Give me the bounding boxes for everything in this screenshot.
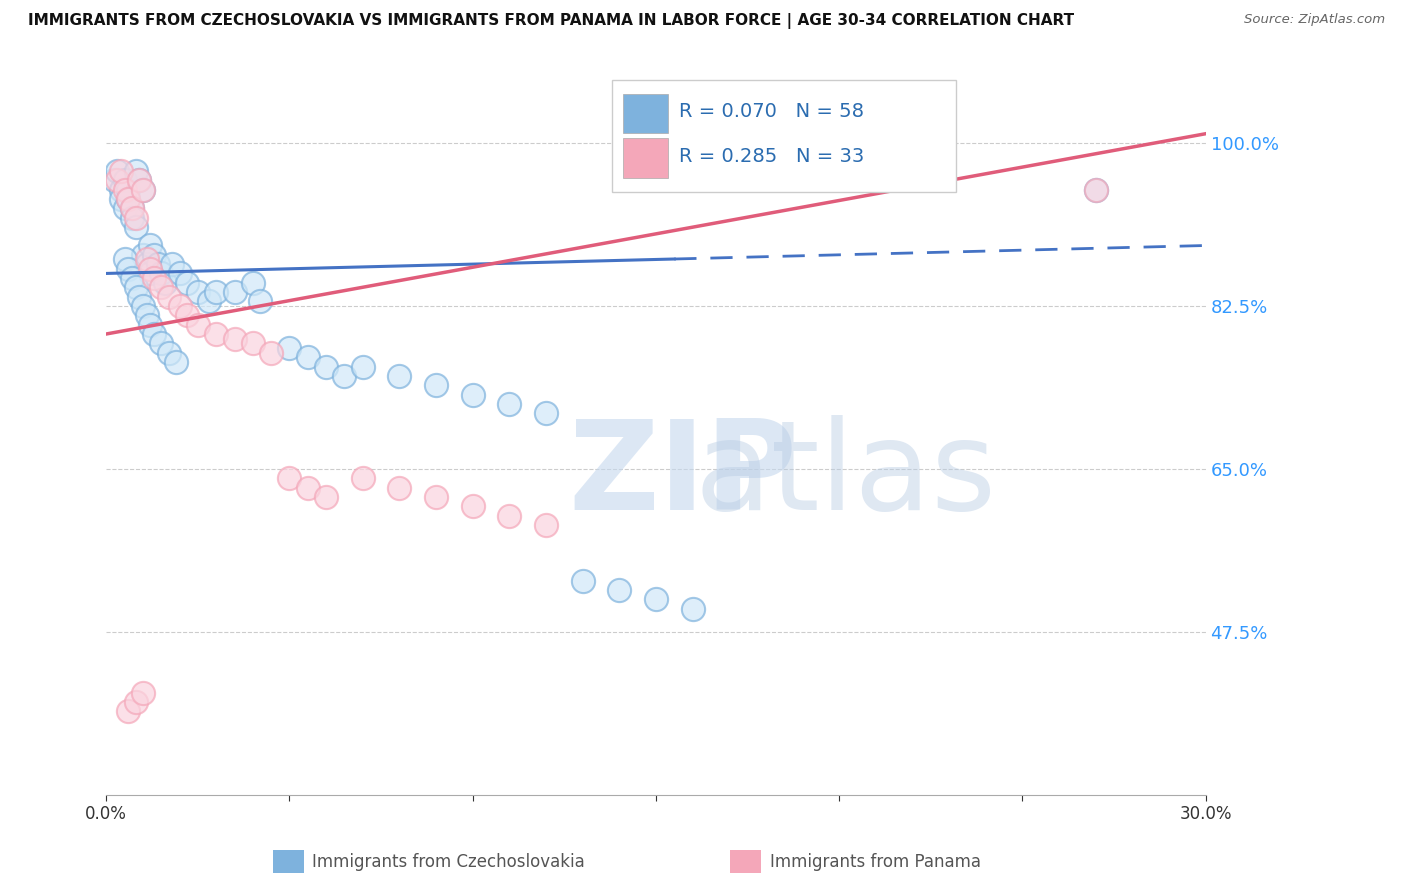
Point: [461, 500, 484, 514]
Point: [121, 201, 143, 215]
Point: [425, 378, 447, 392]
Text: Immigrants from Czechoslovakia: Immigrants from Czechoslovakia: [312, 853, 585, 871]
Point: [114, 201, 136, 215]
Text: Immigrants from Panama: Immigrants from Panama: [770, 853, 981, 871]
Point: [124, 695, 146, 709]
Point: [139, 238, 162, 252]
Text: ZIP: ZIP: [568, 415, 797, 536]
Point: [297, 351, 319, 365]
Point: [1084, 183, 1107, 197]
Point: [110, 164, 132, 178]
Point: [132, 183, 155, 197]
Point: [139, 318, 162, 332]
Point: [260, 345, 283, 359]
Point: [132, 299, 155, 313]
Point: [114, 252, 136, 267]
Point: [388, 481, 411, 495]
Point: [142, 248, 165, 262]
Point: [205, 326, 228, 341]
Point: [315, 359, 337, 374]
Point: [498, 397, 520, 411]
Point: [124, 280, 146, 294]
Point: [135, 252, 157, 267]
Point: [135, 257, 157, 271]
Point: [114, 183, 136, 197]
Point: [105, 164, 128, 178]
Point: [187, 318, 209, 332]
Point: [198, 294, 221, 309]
Point: [135, 309, 157, 323]
Point: [117, 183, 139, 197]
Point: [224, 285, 246, 299]
Point: [132, 183, 155, 197]
Point: [352, 471, 374, 485]
Point: [607, 583, 630, 598]
Point: [105, 173, 128, 187]
Text: atlas: atlas: [695, 415, 997, 536]
Point: [121, 201, 143, 215]
Point: [117, 704, 139, 718]
Point: [117, 192, 139, 206]
Point: [150, 280, 173, 294]
Point: [103, 173, 125, 187]
Point: [114, 173, 136, 187]
Point: [682, 601, 704, 615]
Point: [169, 267, 191, 281]
Point: [110, 183, 132, 197]
Point: [117, 261, 139, 276]
Point: [128, 173, 150, 187]
Point: [461, 387, 484, 401]
Point: [278, 471, 301, 485]
Point: [157, 290, 180, 304]
Text: Source: ZipAtlas.com: Source: ZipAtlas.com: [1244, 13, 1385, 27]
Point: [132, 685, 155, 699]
Point: [242, 276, 264, 290]
Point: [110, 192, 132, 206]
Point: [176, 309, 198, 323]
Point: [645, 592, 668, 607]
Point: [278, 341, 301, 355]
Point: [249, 294, 271, 309]
Point: [121, 211, 143, 225]
Point: [142, 326, 165, 341]
Point: [315, 490, 337, 504]
Point: [121, 271, 143, 285]
Point: [160, 257, 183, 271]
Point: [534, 406, 557, 420]
Point: [498, 508, 520, 523]
Text: R = 0.070   N = 58: R = 0.070 N = 58: [679, 102, 865, 121]
Point: [333, 368, 356, 383]
Point: [169, 299, 191, 313]
Point: [150, 336, 173, 351]
Point: [1084, 183, 1107, 197]
Point: [425, 490, 447, 504]
Point: [146, 257, 169, 271]
Point: [117, 192, 139, 206]
Point: [352, 359, 374, 374]
Point: [124, 164, 146, 178]
Text: IMMIGRANTS FROM CZECHOSLOVAKIA VS IMMIGRANTS FROM PANAMA IN LABOR FORCE | AGE 30: IMMIGRANTS FROM CZECHOSLOVAKIA VS IMMIGR…: [28, 13, 1074, 29]
Point: [242, 336, 264, 351]
Point: [176, 276, 198, 290]
Point: [388, 368, 411, 383]
Point: [139, 267, 162, 281]
Point: [150, 267, 173, 281]
Point: [534, 517, 557, 532]
Point: [205, 285, 228, 299]
Point: [142, 271, 165, 285]
Point: [297, 481, 319, 495]
Point: [165, 355, 187, 369]
Point: [153, 276, 176, 290]
Point: [224, 332, 246, 346]
Point: [139, 261, 162, 276]
Point: [187, 285, 209, 299]
Point: [128, 173, 150, 187]
Point: [128, 290, 150, 304]
Text: R = 0.285   N = 33: R = 0.285 N = 33: [679, 146, 865, 166]
Point: [124, 211, 146, 225]
Point: [132, 248, 155, 262]
Point: [124, 219, 146, 234]
Point: [157, 345, 180, 359]
Point: [571, 574, 593, 588]
